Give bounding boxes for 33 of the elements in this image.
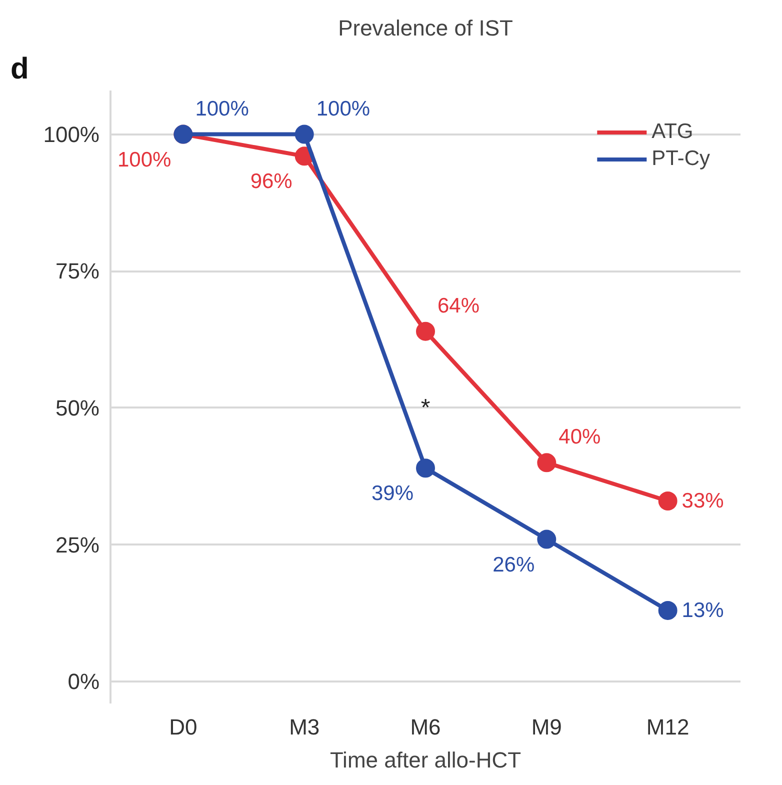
data-label: 13% [682, 598, 724, 622]
data-label: 39% [371, 482, 414, 506]
point [537, 530, 556, 549]
chart-title: Prevalence of IST [338, 16, 513, 40]
text: d [10, 52, 29, 86]
data-label: 33% [682, 489, 724, 512]
data-label: 100% [195, 97, 249, 120]
y-tick-label: 100% [43, 122, 100, 147]
x-axis-title: Time after allo-HCT [330, 748, 522, 772]
x-tick-label: M9 [531, 714, 562, 740]
data-label: 96% [250, 170, 292, 194]
y-tick-label: 25% [55, 532, 100, 558]
y-tick-label: 0% [68, 669, 100, 694]
x-tick-label: M12 [646, 714, 690, 740]
legend-label: ATG [652, 120, 694, 144]
point [294, 124, 314, 144]
point [416, 458, 435, 478]
x-tick-label: M3 [289, 714, 320, 740]
data-label: 40% [558, 426, 601, 449]
data-label: 100% [316, 97, 370, 120]
annotation: * [420, 394, 430, 422]
y-tick-label: 75% [55, 258, 100, 284]
point [537, 453, 556, 472]
y-tick-label: 50% [55, 395, 100, 420]
data-label: 64% [438, 294, 480, 318]
point [658, 600, 678, 620]
x-tick-label: M6 [410, 714, 441, 740]
data-label: 26% [492, 553, 535, 576]
data-label: 100% [117, 148, 172, 172]
x-tick-label: D0 [169, 714, 198, 740]
point [416, 322, 435, 341]
point [658, 492, 678, 510]
legend-label: PT-Cy [652, 147, 710, 171]
